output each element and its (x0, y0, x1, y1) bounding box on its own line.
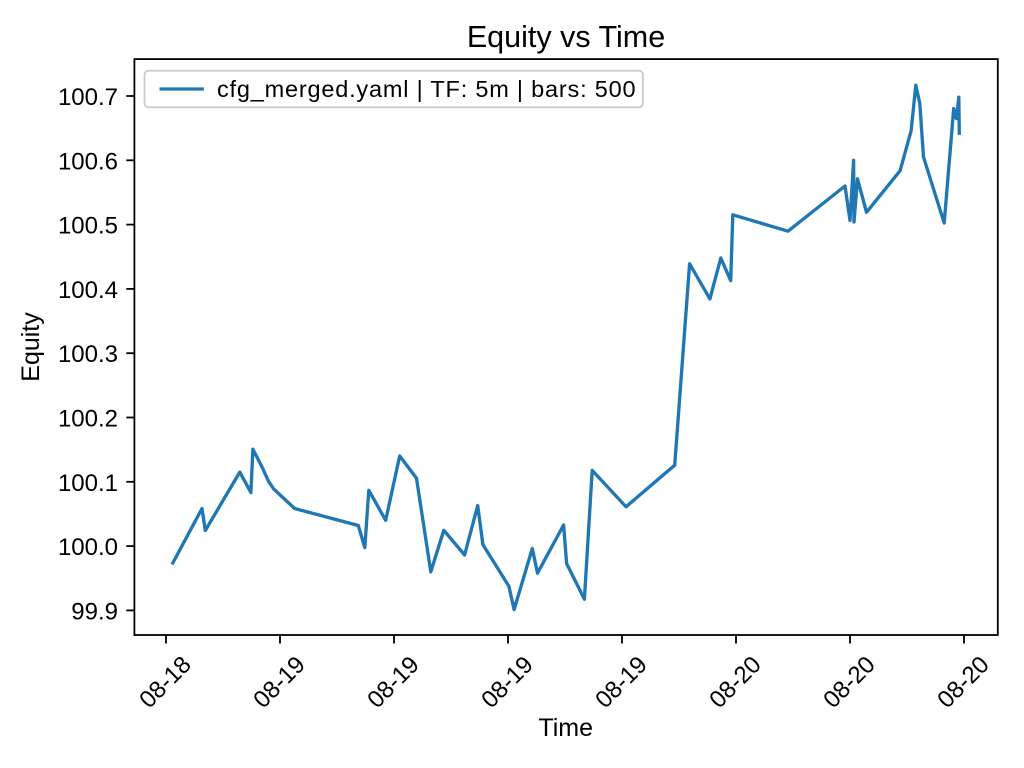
svg-text:100.6: 100.6 (58, 148, 118, 175)
svg-text:100.4: 100.4 (58, 277, 118, 304)
svg-text:Time: Time (538, 714, 593, 742)
svg-text:100.7: 100.7 (58, 84, 118, 111)
svg-text:99.9: 99.9 (71, 598, 118, 625)
svg-text:Equity vs Time: Equity vs Time (467, 20, 665, 54)
svg-text:100.1: 100.1 (58, 470, 118, 497)
svg-text:Equity: Equity (17, 312, 45, 382)
svg-text:100.5: 100.5 (58, 213, 118, 240)
svg-text:100.3: 100.3 (58, 341, 118, 368)
svg-text:100.0: 100.0 (58, 534, 118, 561)
svg-text:cfg_merged.yaml | TF: 5m | bar: cfg_merged.yaml | TF: 5m | bars: 500 (217, 76, 636, 102)
svg-text:100.2: 100.2 (58, 406, 118, 433)
